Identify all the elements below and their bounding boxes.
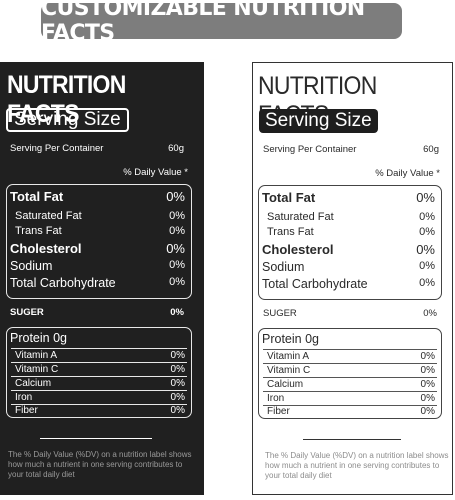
nutrient-name: Saturated Fat <box>15 210 82 222</box>
vitamin-value: 0% <box>170 350 185 361</box>
divider <box>11 390 187 391</box>
nutrient-value: 0% <box>166 241 185 256</box>
nutrient-name: Saturated Fat <box>267 211 334 223</box>
banner-title: CUSTOMIZABLE NUTRITION FACTS <box>41 0 365 46</box>
nutrient-name: Total Fat <box>262 190 316 205</box>
nutrient-value: 0% <box>169 276 185 288</box>
vitamin-name: Vitamin C <box>15 364 59 375</box>
daily-value-footnote: The % Daily Value (%DV) on a nutrition l… <box>265 451 449 480</box>
vitamin-name: Vitamin A <box>267 351 310 362</box>
nutrient-name: Sodium <box>10 259 53 273</box>
divider <box>263 391 437 392</box>
vitamin-name: Calcium <box>267 379 304 390</box>
vitamin-value: 0% <box>420 351 435 362</box>
nutrient-name: Trans Fat <box>267 226 314 238</box>
nutrient-value: 0% <box>169 210 185 222</box>
protein-label: Protein 0g <box>10 331 67 345</box>
nutrient-name: Cholesterol <box>10 241 82 256</box>
nutrient-value: 0% <box>419 260 435 272</box>
vitamin-name: Iron <box>267 393 285 404</box>
nutrient-value: 0% <box>419 226 435 238</box>
serving-size-badge: Serving Size <box>6 108 129 132</box>
divider <box>263 349 437 350</box>
footnote-divider <box>40 438 152 439</box>
suger-value: 0% <box>170 307 184 318</box>
divider <box>11 362 187 363</box>
nutrition-label-light: NUTRITION FACTS Serving Size Serving Per… <box>252 62 453 495</box>
title-banner: CUSTOMIZABLE NUTRITION FACTS <box>41 0 402 46</box>
nutrient-value: 0% <box>419 211 435 223</box>
nutrient-name: Trans Fat <box>15 225 62 237</box>
nutrient-name: Cholesterol <box>262 242 334 257</box>
nutrient-name: Total Carbohydrate <box>262 277 368 291</box>
vitamin-value: 0% <box>170 364 185 375</box>
vitamin-name: Vitamin C <box>267 365 311 376</box>
vitamin-name: Fiber <box>15 405 38 416</box>
daily-value-header: % Daily Value * <box>123 167 188 178</box>
suger-label: SUGER <box>10 307 44 318</box>
vitamin-value: 0% <box>170 392 185 403</box>
vitamin-name: Vitamin A <box>15 350 58 361</box>
serving-per-container-value: 60g <box>168 143 184 154</box>
nutrient-box: Total Fat 0% Saturated Fat 0% Trans Fat … <box>6 184 192 299</box>
vitamin-value: 0% <box>170 378 185 389</box>
nutrient-value: 0% <box>419 277 435 289</box>
vitamin-name: Calcium <box>15 378 52 389</box>
vitamin-value: 0% <box>420 393 435 404</box>
vitamin-value: 0% <box>420 365 435 376</box>
divider <box>11 348 187 349</box>
nutrition-label-dark: NUTRITION FACTS Serving Size Serving Per… <box>0 62 204 495</box>
suger-label: SUGER <box>263 308 297 319</box>
divider <box>263 363 437 364</box>
serving-per-container-value: 60g <box>423 144 439 155</box>
divider <box>11 404 187 405</box>
vitamin-value: 0% <box>420 406 435 417</box>
serving-per-container-label: Serving Per Container <box>263 144 357 155</box>
nutrient-name: Total Carbohydrate <box>10 276 116 290</box>
divider <box>263 377 437 378</box>
nutrient-value: 0% <box>169 225 185 237</box>
vitamin-name: Fiber <box>267 406 290 417</box>
daily-value-header: % Daily Value * <box>375 168 440 179</box>
nutrient-value: 0% <box>169 259 185 271</box>
serving-size-badge: Serving Size <box>259 109 378 133</box>
nutrient-value: 0% <box>166 189 185 204</box>
protein-box: Protein 0g Vitamin A 0% Vitamin C 0% Cal… <box>6 327 192 418</box>
protein-box: Protein 0g Vitamin A 0% Vitamin C 0% Cal… <box>258 328 442 419</box>
suger-value: 0% <box>423 308 437 319</box>
footnote-divider <box>303 439 401 440</box>
serving-per-container-label: Serving Per Container <box>10 143 104 154</box>
nutrient-value: 0% <box>416 242 435 257</box>
divider <box>263 405 437 406</box>
protein-label: Protein 0g <box>262 332 319 346</box>
divider <box>11 376 187 377</box>
nutrient-name: Total Fat <box>10 189 64 204</box>
vitamin-value: 0% <box>420 379 435 390</box>
label-title: NUTRITION FACTS <box>7 71 126 128</box>
nutrient-value: 0% <box>416 190 435 205</box>
nutrient-name: Sodium <box>262 260 305 274</box>
daily-value-footnote: The % Daily Value (%DV) on a nutrition l… <box>8 450 192 479</box>
vitamin-name: Iron <box>15 392 33 403</box>
vitamin-value: 0% <box>170 405 185 416</box>
nutrient-box: Total Fat 0% Saturated Fat 0% Trans Fat … <box>258 185 442 300</box>
